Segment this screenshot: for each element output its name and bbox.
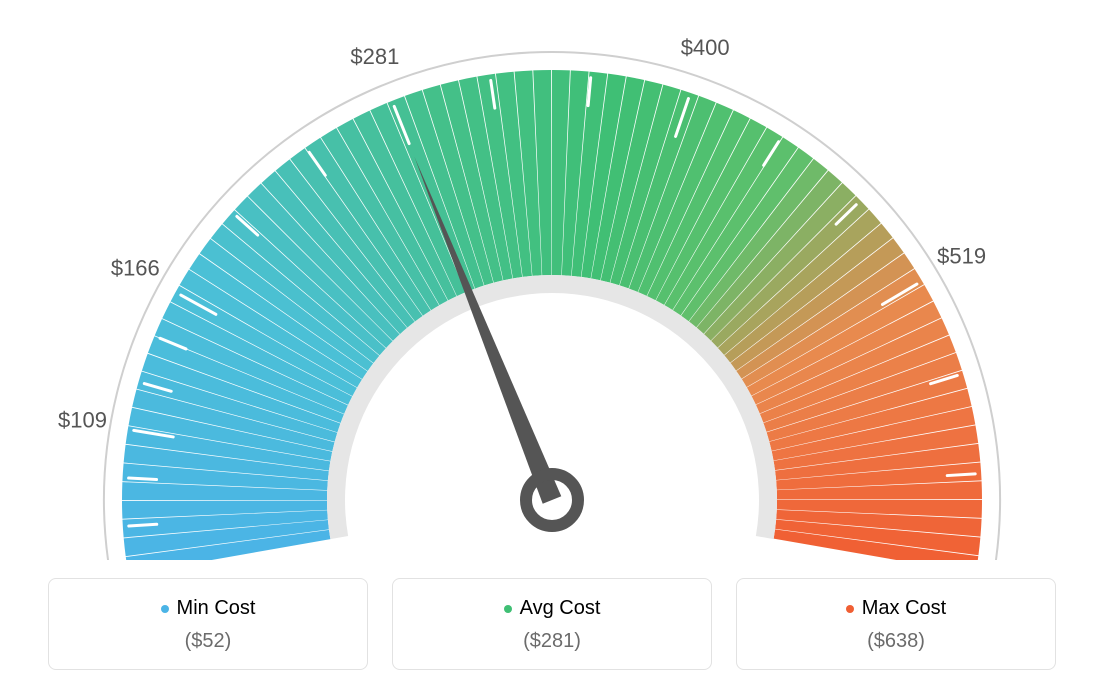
legend-dot-avg bbox=[504, 605, 512, 613]
svg-text:$400: $400 bbox=[681, 35, 730, 60]
legend-card-min: Min Cost ($52) bbox=[48, 578, 368, 670]
legend-label-min: Min Cost bbox=[177, 597, 256, 620]
svg-text:$166: $166 bbox=[111, 256, 160, 281]
legend-row: Min Cost ($52) Avg Cost ($281) Max Cost … bbox=[40, 578, 1064, 670]
legend-value-max: ($638) bbox=[747, 630, 1045, 653]
cost-gauge: $52$109$166$281$400$519$638 bbox=[0, 0, 1104, 560]
svg-text:$109: $109 bbox=[58, 408, 107, 433]
legend-dot-max bbox=[846, 605, 854, 613]
legend-value-min: ($52) bbox=[59, 630, 357, 653]
legend-value-avg: ($281) bbox=[403, 630, 701, 653]
legend-label-avg: Avg Cost bbox=[520, 597, 601, 620]
svg-text:$281: $281 bbox=[350, 44, 399, 69]
svg-text:$519: $519 bbox=[937, 243, 986, 268]
legend-card-max: Max Cost ($638) bbox=[736, 578, 1056, 670]
legend-label-max: Max Cost bbox=[862, 597, 946, 620]
legend-card-avg: Avg Cost ($281) bbox=[392, 578, 712, 670]
legend-dot-min bbox=[161, 605, 169, 613]
